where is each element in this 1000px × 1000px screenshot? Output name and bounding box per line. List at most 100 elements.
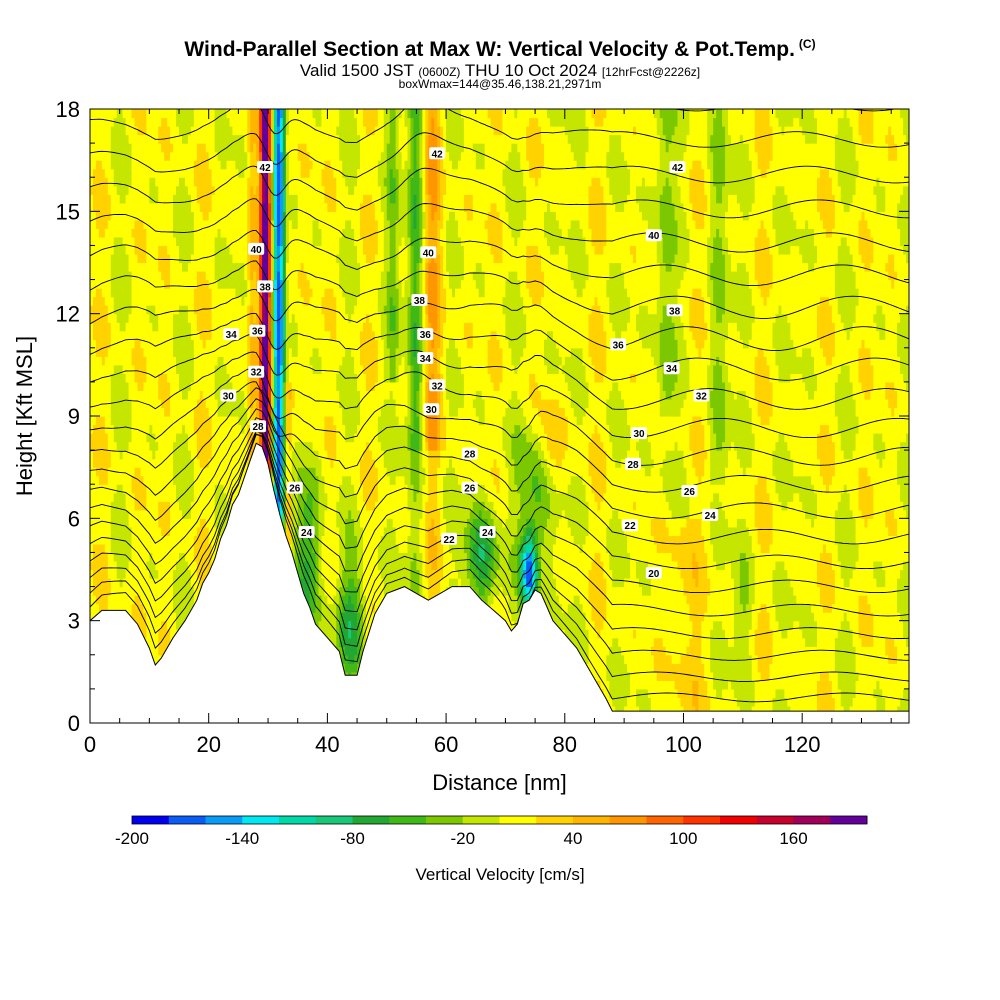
velocity-cell [256,407,260,417]
velocity-cell [187,305,192,315]
velocity-cell [104,373,109,383]
velocity-cell [229,296,234,306]
velocity-cell [158,305,162,315]
velocity-cell [107,526,112,536]
velocity-cell [90,279,94,289]
velocity-cell [211,296,216,306]
velocity-cell [158,441,162,451]
velocity-cell [152,347,156,357]
velocity-cell [152,211,156,221]
velocity-cell [196,245,201,255]
velocity-cell [146,126,150,136]
velocity-cell [90,501,94,511]
velocity-cell [196,586,201,596]
velocity-cell [202,194,207,204]
velocity-cell [223,228,228,238]
velocity-cell [98,322,103,332]
velocity-cell [134,578,139,588]
velocity-cell [256,109,260,119]
velocity-cell [253,185,257,195]
velocity-cell [285,245,290,255]
velocity-cell [101,543,106,554]
velocity-cell [128,288,133,298]
velocity-cell [291,228,296,238]
velocity-cell [131,364,136,374]
velocity-cell [184,177,189,187]
velocity-cell [265,339,269,349]
velocity-cell [116,356,121,366]
velocity-cell [181,279,186,289]
velocity-cell [223,117,228,127]
velocity-cell [110,373,115,383]
velocity-cell [128,194,133,204]
velocity-cell [92,211,97,221]
velocity-cell [271,330,275,340]
velocity-cell [241,313,245,323]
velocity-cell [134,467,139,477]
velocity-cell [140,143,145,153]
velocity-cell [95,296,100,306]
velocity-cell [140,211,145,221]
velocity-cell [217,143,222,153]
velocity-cell [190,364,195,374]
velocity-cell [181,543,186,554]
velocity-cell [146,288,150,298]
velocity-cell [137,322,142,332]
velocity-cell [134,535,139,545]
velocity-cell [279,109,284,119]
velocity-cell [119,109,124,119]
velocity-cell [143,211,147,221]
velocity-cell [176,330,180,340]
velocity-cell [259,433,263,443]
velocity-cell [282,339,287,349]
velocity-cell [179,586,183,596]
velocity-cell [164,288,168,298]
velocity-cell [98,543,103,554]
velocity-cell [205,424,210,434]
velocity-cell [122,313,127,323]
velocity-cell [116,160,121,170]
velocity-cell [98,313,103,323]
velocity-cell [143,228,147,238]
velocity-cell [134,185,139,195]
velocity-cell [199,381,204,392]
velocity-cell [288,416,293,426]
velocity-cell [122,134,127,144]
velocity-cell [173,228,177,238]
velocity-cell [259,143,263,153]
velocity-cell [146,637,150,647]
velocity-cell [232,228,236,238]
velocity-cell [140,126,145,136]
velocity-cell [95,603,100,613]
velocity-cell [229,279,234,289]
velocity-cell [193,245,198,255]
velocity-cell [149,381,153,392]
velocity-cell [205,236,210,247]
velocity-cell [279,245,284,255]
velocity-cell [259,407,263,417]
velocity-cell [202,177,207,187]
velocity-cell [202,492,207,502]
velocity-cell [202,109,207,119]
velocity-cell [220,219,225,229]
velocity-cell [110,501,115,511]
velocity-cell [282,185,287,195]
velocity-cell [235,151,239,161]
velocity-cell [262,356,266,366]
velocity-cell [152,450,156,460]
velocity-cell [92,433,97,443]
velocity-cell [229,151,234,161]
velocity-cell [140,322,145,332]
velocity-cell [140,373,145,383]
velocity-cell [131,373,136,383]
velocity-cell [90,262,94,272]
velocity-cell [125,501,130,511]
velocity-cell [268,330,272,340]
velocity-cell [181,424,186,434]
velocity-cell [167,595,171,605]
velocity-cell [181,177,186,187]
velocity-cell [90,339,94,349]
velocity-cell [199,552,204,562]
velocity-cell [155,450,159,460]
velocity-cell [220,305,225,315]
